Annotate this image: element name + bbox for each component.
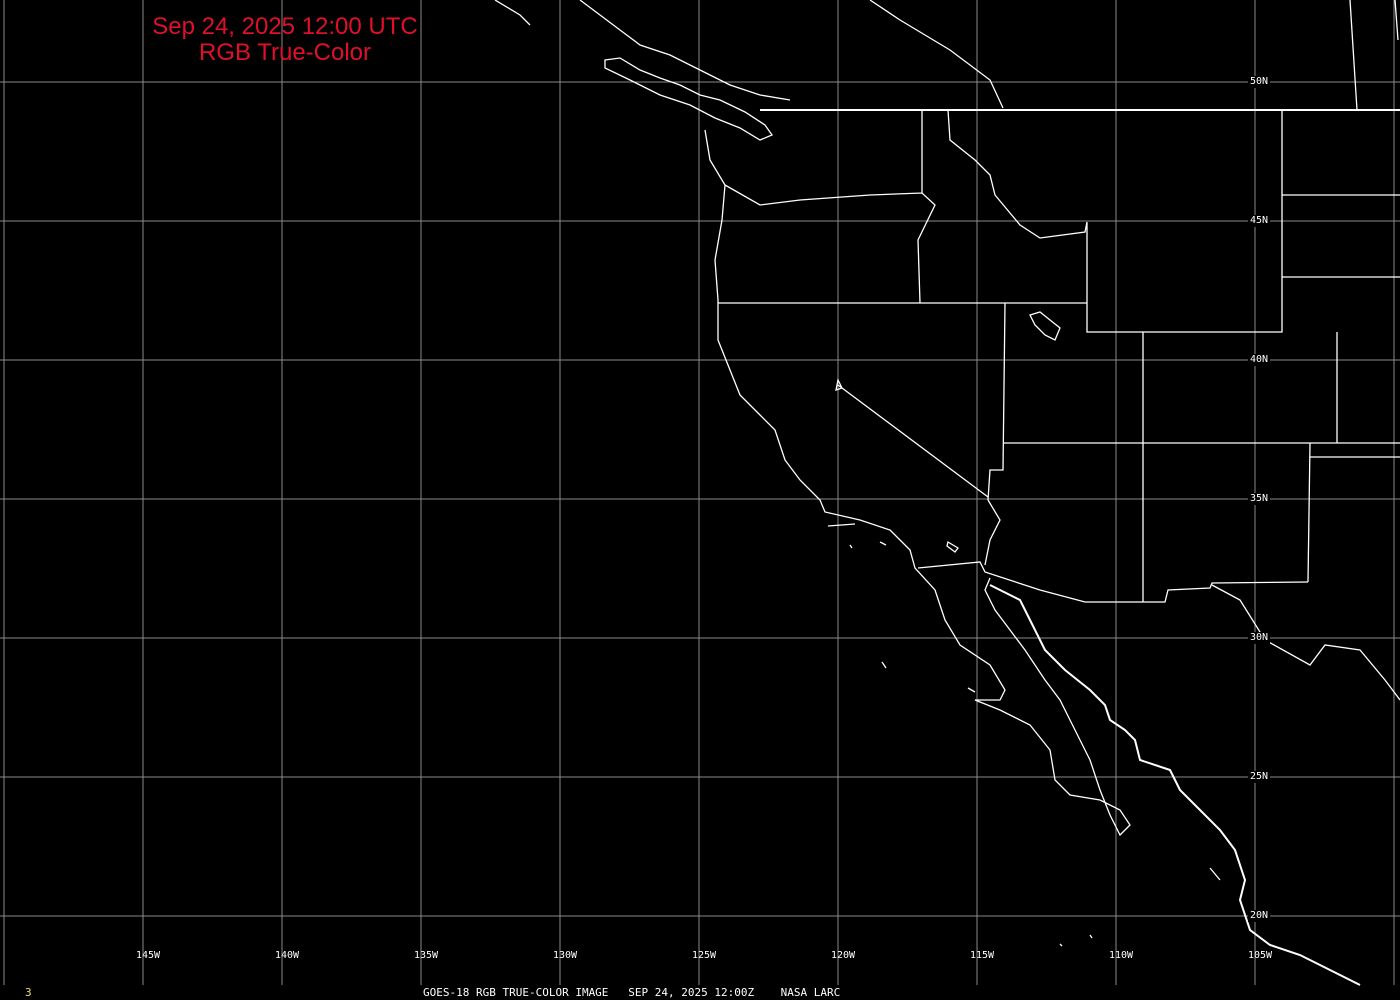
image-caption: GOES-18 RGB TRUE-COLOR IMAGE SEP 24, 202… <box>423 986 841 999</box>
offshore-islands <box>881 661 1221 947</box>
lon-label: 120W <box>830 950 856 961</box>
mexico-mainland-coast <box>989 584 1361 986</box>
lon-label: 125W <box>691 950 717 961</box>
lat-label: 40N <box>1248 354 1271 366</box>
title-product: RGB True-Color <box>198 39 372 66</box>
lat-label: 45N <box>1248 215 1271 227</box>
great-salt-lake <box>1029 311 1061 341</box>
bc-coast <box>494 0 791 101</box>
lon-label: 115W <box>969 950 995 961</box>
channel-islands <box>827 523 887 549</box>
us-west-coast <box>704 129 1131 837</box>
us-mexico-border <box>917 561 1309 603</box>
lon-label: 130W <box>552 950 578 961</box>
title-timestamp: Sep 24, 2025 12:00 UTC <box>152 13 418 40</box>
canada-borders <box>869 0 1399 111</box>
lon-label: 110W <box>1108 950 1134 961</box>
coastlines-and-borders <box>494 0 1400 986</box>
frame-number: 3 <box>25 986 32 999</box>
lon-label: 105W <box>1247 950 1273 961</box>
rio-grande <box>1211 584 1400 701</box>
vancouver-island <box>604 57 773 141</box>
lon-label: 145W <box>135 950 161 961</box>
lon-label: 135W <box>413 950 439 961</box>
state-borders <box>718 109 1400 602</box>
lat-label: 25N <box>1248 771 1271 783</box>
lat-label: 35N <box>1248 493 1271 505</box>
salton-sea <box>946 540 959 553</box>
map-title: Sep 24, 2025 12:00 UTC RGB True-Color <box>140 14 430 66</box>
lat-label: 20N <box>1248 910 1271 922</box>
lat-label: 30N <box>1248 632 1271 644</box>
lat-label: 50N <box>1248 76 1271 88</box>
lon-label: 140W <box>274 950 300 961</box>
